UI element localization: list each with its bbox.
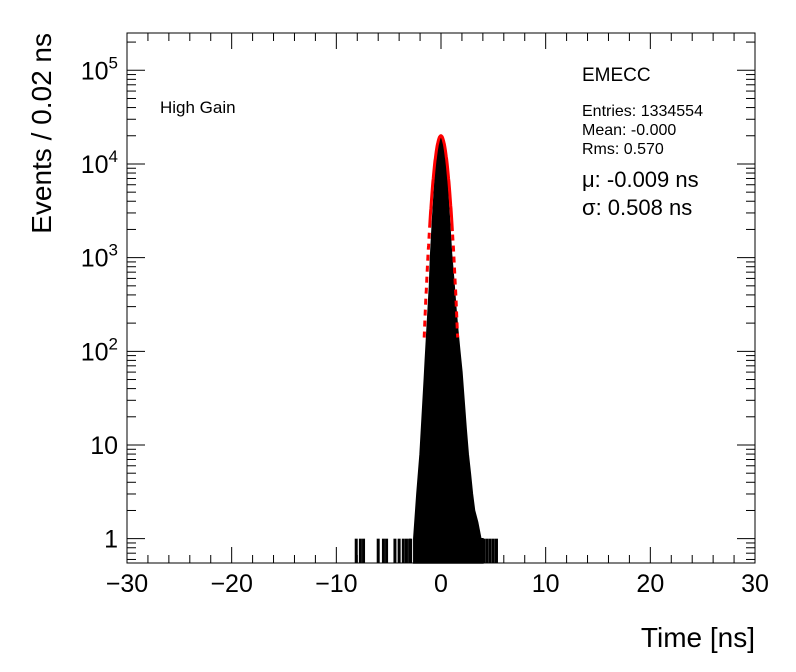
y-tick-label: 102 — [81, 334, 118, 366]
fit-sigma-label: σ: 0.508 ns — [582, 195, 692, 220]
annotation-label: High Gain — [160, 98, 236, 117]
x-tick-label: −20 — [210, 570, 252, 598]
y-tick-label: 104 — [81, 147, 118, 179]
x-axis-ticks: −30 −20 −10 0 10 20 30 — [106, 33, 769, 598]
x-tick-label: −10 — [315, 570, 357, 598]
fit-curve-tail-right — [451, 234, 460, 338]
fit-curve-tail-left — [422, 231, 431, 338]
y-tick-label: 105 — [81, 53, 118, 85]
fit-curve-core — [428, 134, 454, 232]
stats-mean: Mean: -0.000 — [582, 122, 676, 139]
gaussian-fit-layer — [422, 134, 460, 338]
y-axis-ticks: 1 10 102 103 104 105 — [81, 41, 755, 560]
stats-title: EMECC — [582, 65, 651, 86]
fit-mu-label: μ: -0.009 ns — [582, 167, 699, 192]
stats-rms: Rms: 0.570 — [582, 141, 664, 158]
y-tick-label: 103 — [81, 241, 118, 273]
y-tick-label: 10 — [90, 432, 118, 460]
x-tick-label: −30 — [106, 570, 148, 598]
histogram-layer — [354, 134, 498, 564]
x-tick-label: 30 — [741, 570, 769, 598]
y-tick-label: 1 — [104, 526, 118, 554]
x-tick-label: 20 — [636, 570, 664, 598]
x-axis-label: Time [ns] — [641, 622, 755, 653]
x-tick-label: 0 — [434, 570, 448, 598]
x-tick-label: 10 — [532, 570, 560, 598]
y-axis-label: Events / 0.02 ns — [26, 33, 57, 234]
histogram-body — [413, 134, 484, 564]
stats-entries: Entries: 1334554 — [582, 103, 703, 120]
